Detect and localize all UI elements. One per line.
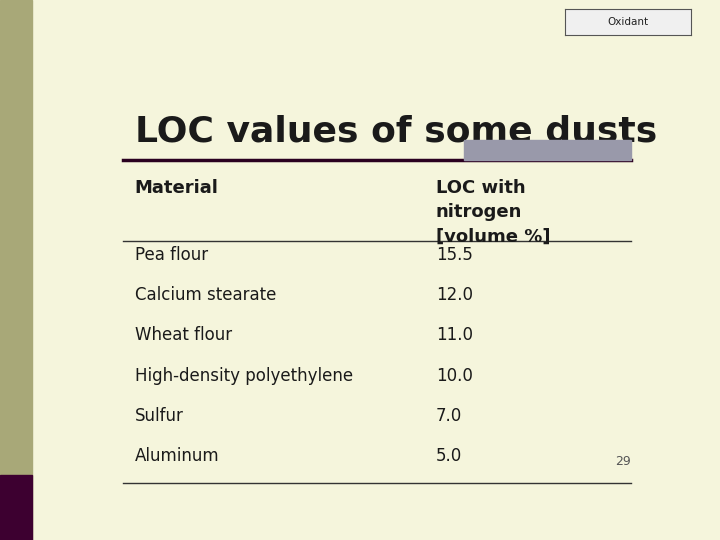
Text: 15.5: 15.5 bbox=[436, 246, 473, 264]
Text: LOC values of some dusts: LOC values of some dusts bbox=[135, 114, 657, 148]
Text: Calcium stearate: Calcium stearate bbox=[135, 286, 276, 304]
Text: Material: Material bbox=[135, 179, 218, 197]
Bar bbox=[464, 140, 631, 160]
Text: Pea flour: Pea flour bbox=[135, 246, 208, 264]
Text: High-density polyethylene: High-density polyethylene bbox=[135, 367, 353, 384]
Text: 5.0: 5.0 bbox=[436, 447, 462, 465]
Text: 29: 29 bbox=[616, 455, 631, 468]
Text: 12.0: 12.0 bbox=[436, 286, 473, 304]
Text: Sulfur: Sulfur bbox=[135, 407, 184, 425]
Text: 11.0: 11.0 bbox=[436, 326, 473, 345]
Text: LOC with
nitrogen
[volume %]: LOC with nitrogen [volume %] bbox=[436, 179, 551, 246]
Text: 7.0: 7.0 bbox=[436, 407, 462, 425]
Text: Wheat flour: Wheat flour bbox=[135, 326, 232, 345]
Text: 10.0: 10.0 bbox=[436, 367, 473, 384]
Text: Oxidant: Oxidant bbox=[608, 17, 649, 27]
Text: Aluminum: Aluminum bbox=[135, 447, 220, 465]
